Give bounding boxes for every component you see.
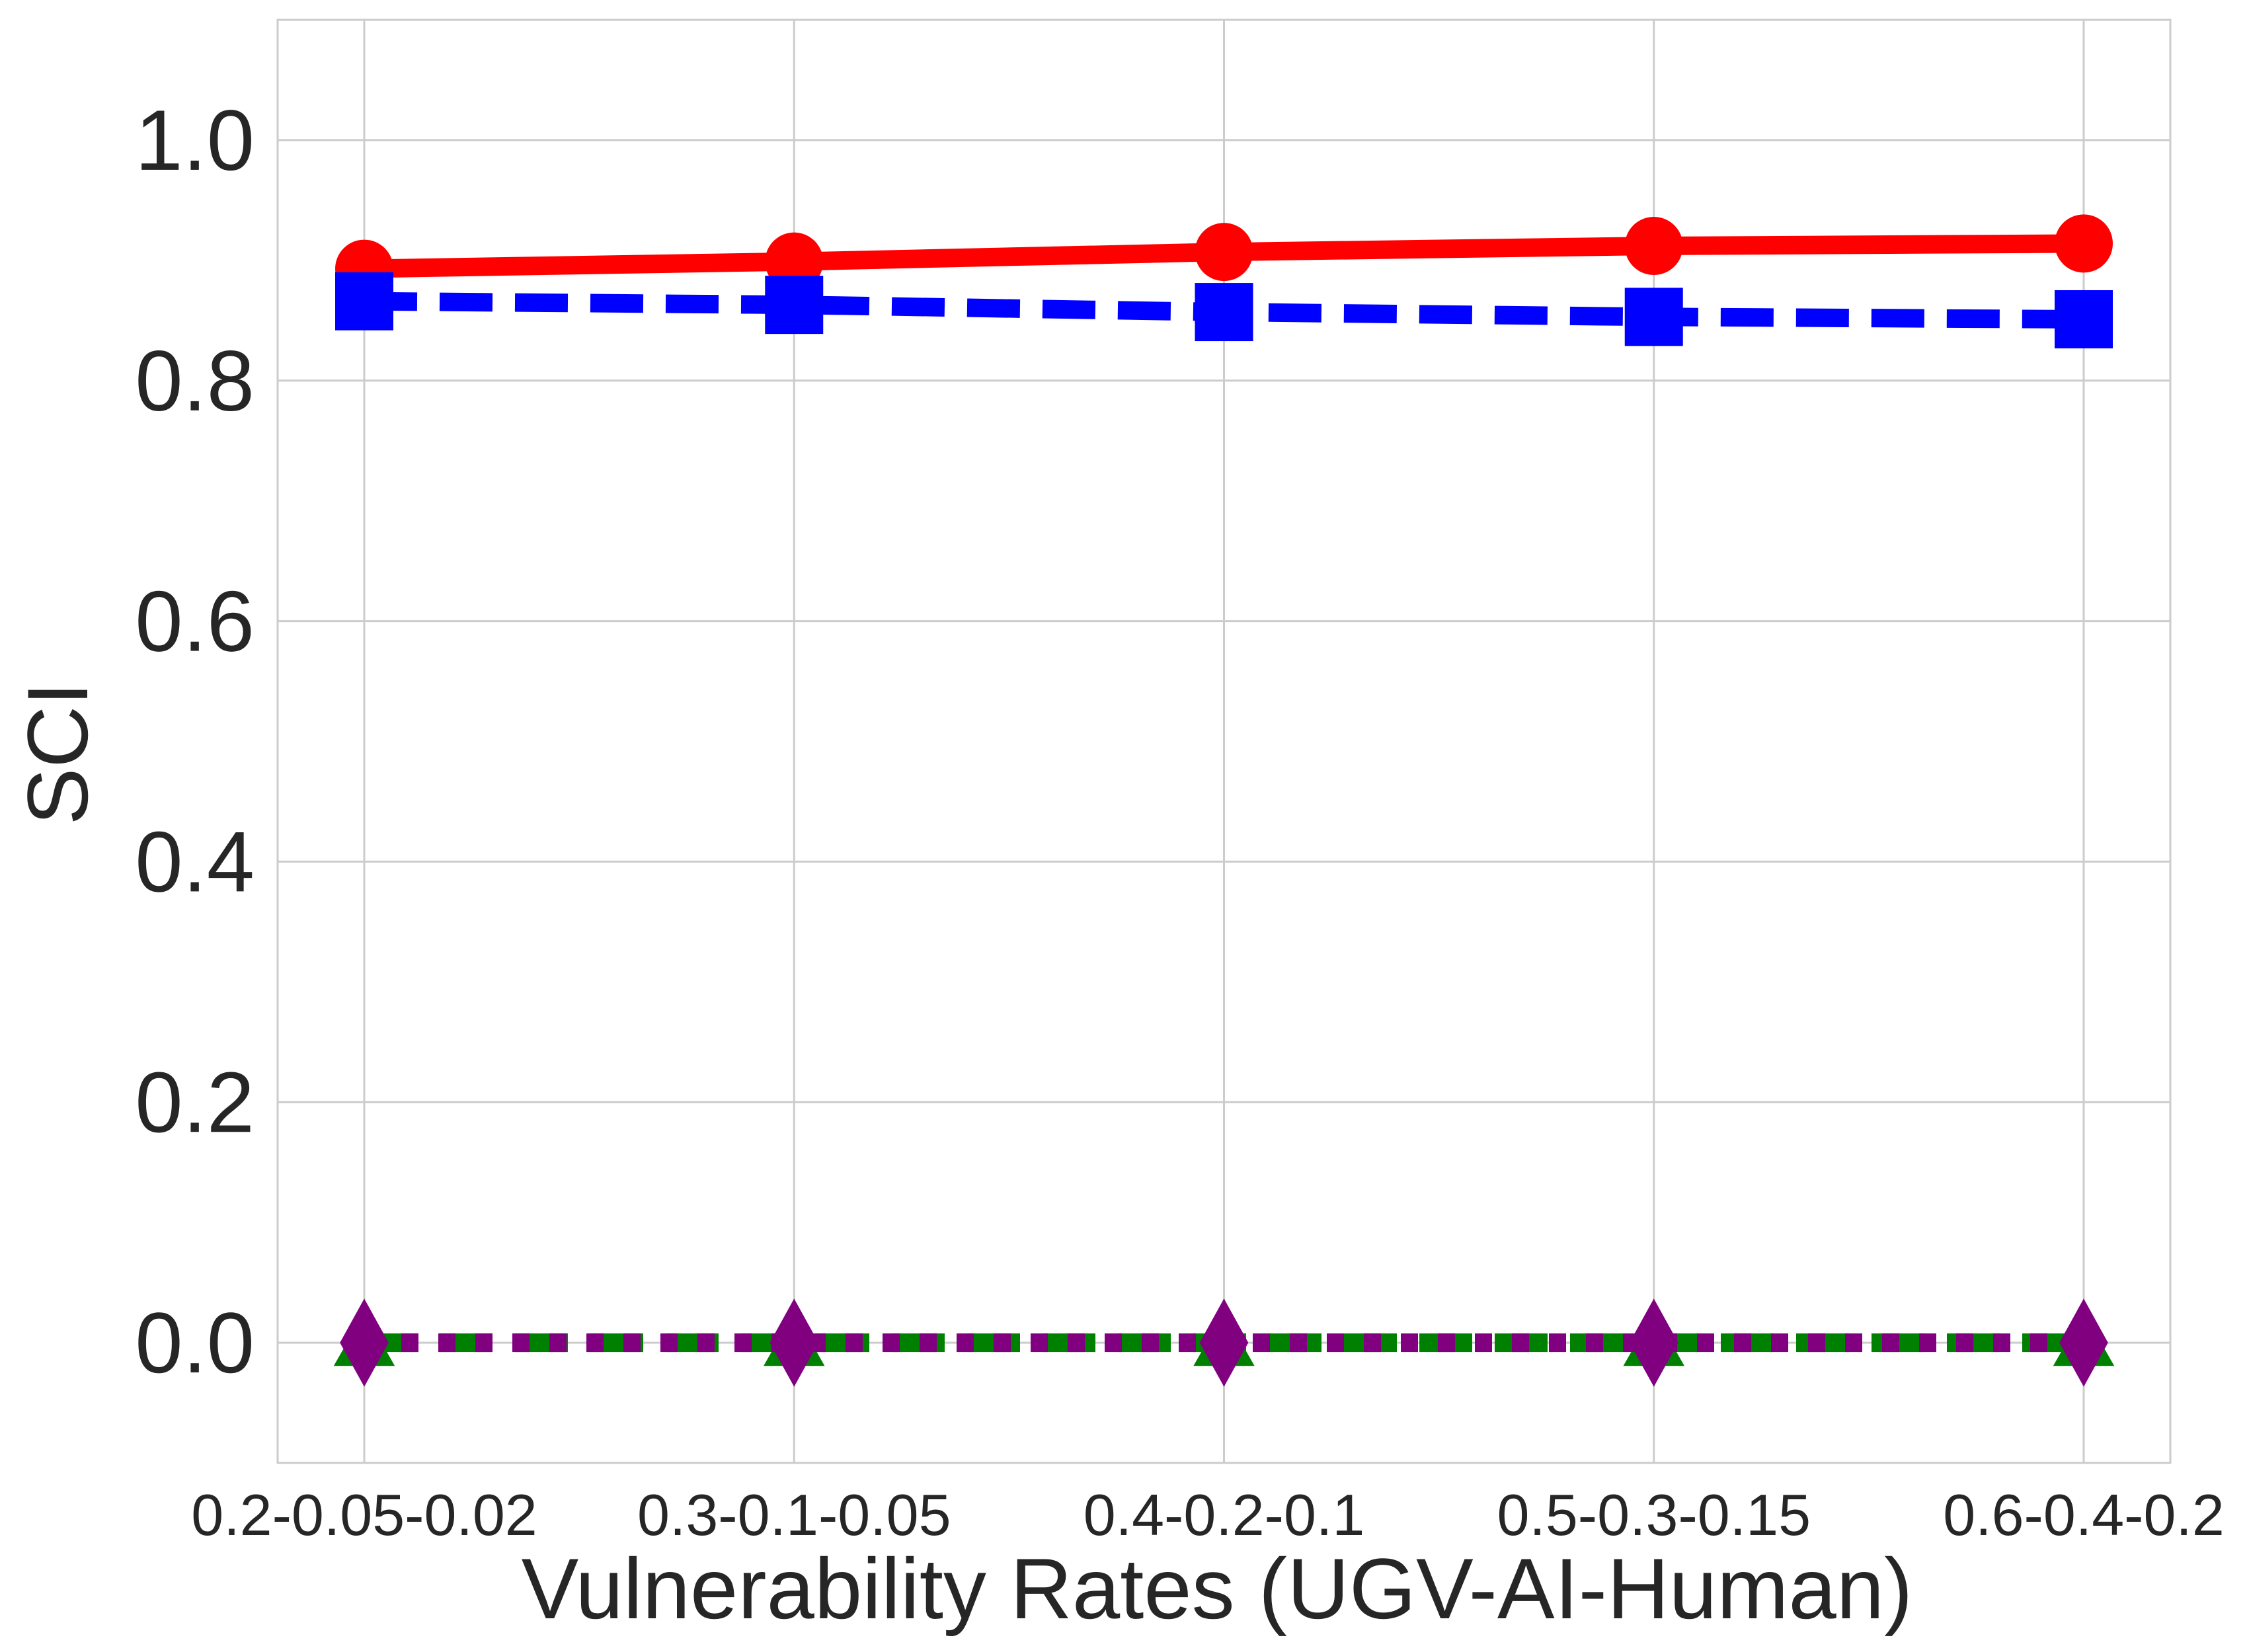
plot-frame [276,19,2172,1464]
x-tick-labels: 0.2-0.05-0.02 0.3-0.1-0.05 0.4-0.2-0.1 0.5-… [191,1482,2225,1548]
data-point-circle [1195,223,1253,282]
x-tick-label: 0.6-0.4-0.2 [1943,1482,2225,1548]
x-tick-label: 0.2-0.05-0.02 [191,1482,537,1548]
y-tick-label: 0.2 [135,1054,255,1150]
data-point-square [765,276,824,334]
data-point-circle [1624,217,1683,276]
data-point-diamond [340,1298,389,1387]
y-tick-label: 0.8 [135,333,255,429]
data-point-circle [2055,214,2113,273]
data-point-diamond [769,1298,819,1387]
x-tick-label: 0.3-0.1-0.05 [637,1482,951,1548]
data-point-diamond [2059,1298,2108,1387]
data-point-square [335,272,393,331]
x-axis-label: Vulnerability Rates (UGV-AI-Human) [522,1540,1913,1637]
y-tick-label: 1.0 [135,92,255,188]
data-point-diamond [1629,1298,1678,1387]
series-layer [333,214,2115,1387]
data-point-square [2055,290,2113,348]
series-2 [335,272,2113,348]
y-tick-label: 0.0 [135,1294,255,1391]
y-tick-label: 0.6 [135,573,255,670]
x-tick-label: 0.5-0.3-0.15 [1497,1482,1811,1548]
y-tick-labels: 0.0 0.2 0.4 0.6 0.8 1.0 [135,92,255,1391]
data-point-diamond [1199,1298,1249,1387]
y-tick-label: 0.4 [135,813,255,910]
data-point-square [1195,283,1253,342]
series-4 [340,1298,2108,1387]
data-point-square [1624,288,1683,346]
y-axis-label: SCI [9,682,106,826]
x-tick-label: 0.4-0.2-0.1 [1084,1482,1365,1548]
